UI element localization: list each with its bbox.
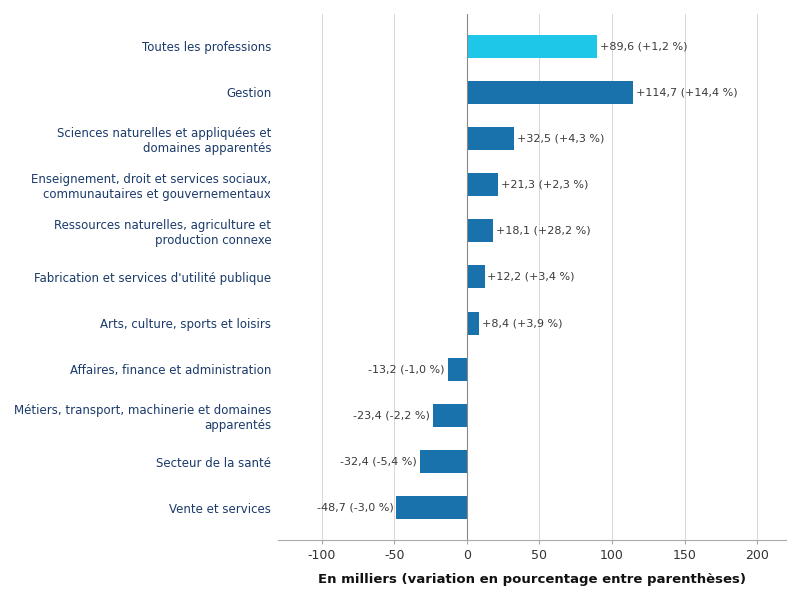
Text: -23,4 (-2,2 %): -23,4 (-2,2 %)	[353, 410, 430, 421]
Text: -48,7 (-3,0 %): -48,7 (-3,0 %)	[317, 503, 394, 512]
Bar	[448, 358, 467, 381]
Text: +21,3 (+2,3 %): +21,3 (+2,3 %)	[501, 179, 588, 190]
Text: -13,2 (-1,0 %): -13,2 (-1,0 %)	[368, 364, 445, 374]
Text: +18,1 (+28,2 %): +18,1 (+28,2 %)	[496, 226, 590, 236]
Bar	[420, 450, 467, 473]
Bar	[467, 219, 493, 242]
X-axis label: En milliers (variation en pourcentage entre parenthèses): En milliers (variation en pourcentage en…	[318, 573, 746, 586]
Bar	[467, 127, 514, 150]
Text: +32,5 (+4,3 %): +32,5 (+4,3 %)	[517, 133, 604, 143]
Bar	[433, 404, 467, 427]
Bar	[467, 81, 634, 104]
Text: +8,4 (+3,9 %): +8,4 (+3,9 %)	[482, 318, 562, 328]
Bar	[467, 35, 597, 58]
Text: +114,7 (+14,4 %): +114,7 (+14,4 %)	[636, 88, 738, 97]
Text: -32,4 (-5,4 %): -32,4 (-5,4 %)	[340, 457, 417, 467]
Bar	[467, 265, 485, 289]
Bar	[467, 311, 479, 335]
Bar	[467, 173, 498, 196]
Text: +12,2 (+3,4 %): +12,2 (+3,4 %)	[487, 272, 575, 282]
Text: +89,6 (+1,2 %): +89,6 (+1,2 %)	[600, 41, 687, 51]
Bar	[396, 496, 467, 519]
